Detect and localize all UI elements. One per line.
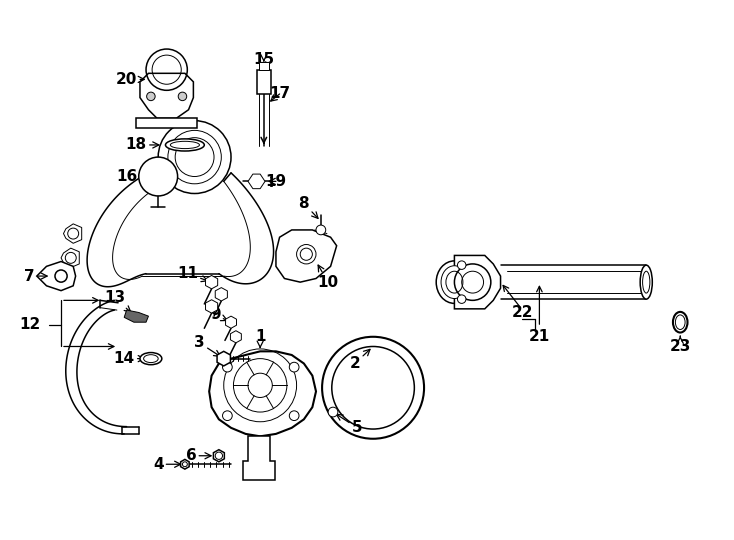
Polygon shape — [63, 224, 81, 244]
Polygon shape — [206, 275, 218, 289]
Circle shape — [139, 157, 178, 196]
Ellipse shape — [165, 139, 204, 151]
Text: 11: 11 — [177, 266, 208, 282]
Bar — [256, 70, 271, 94]
Circle shape — [454, 264, 491, 300]
Circle shape — [147, 92, 155, 100]
Text: 1: 1 — [255, 329, 266, 347]
Polygon shape — [181, 460, 189, 469]
Text: 23: 23 — [669, 336, 691, 354]
Circle shape — [322, 337, 424, 439]
Circle shape — [68, 228, 79, 239]
Text: 13: 13 — [104, 291, 131, 312]
Text: 20: 20 — [116, 72, 145, 87]
Polygon shape — [454, 255, 501, 309]
Polygon shape — [214, 450, 225, 462]
Text: 10: 10 — [318, 265, 338, 289]
Ellipse shape — [140, 353, 161, 364]
Polygon shape — [137, 118, 197, 128]
Text: 19: 19 — [266, 174, 286, 189]
Circle shape — [215, 452, 222, 460]
Circle shape — [289, 411, 299, 421]
Text: 7: 7 — [24, 268, 47, 284]
Polygon shape — [206, 300, 218, 313]
Circle shape — [55, 270, 67, 282]
Circle shape — [457, 295, 466, 303]
Text: 12: 12 — [19, 317, 40, 332]
Polygon shape — [140, 73, 193, 118]
Polygon shape — [276, 230, 337, 282]
Ellipse shape — [436, 261, 473, 303]
Ellipse shape — [640, 265, 653, 299]
Text: 5: 5 — [336, 414, 363, 435]
Polygon shape — [209, 352, 316, 436]
Circle shape — [183, 462, 187, 467]
Text: 18: 18 — [126, 138, 159, 152]
Text: 21: 21 — [528, 329, 550, 345]
Circle shape — [332, 347, 415, 429]
Text: 22: 22 — [512, 305, 533, 320]
Text: 8: 8 — [299, 195, 318, 218]
Ellipse shape — [675, 315, 685, 329]
Bar — [259, 63, 269, 70]
Polygon shape — [230, 330, 241, 343]
Circle shape — [297, 245, 316, 264]
Polygon shape — [243, 436, 275, 480]
Text: 9: 9 — [210, 307, 228, 322]
Polygon shape — [215, 288, 228, 301]
Polygon shape — [124, 310, 148, 322]
Polygon shape — [61, 248, 79, 268]
Circle shape — [178, 92, 186, 100]
Text: 3: 3 — [195, 335, 220, 356]
Circle shape — [328, 407, 338, 417]
Polygon shape — [225, 316, 236, 328]
Polygon shape — [248, 174, 265, 188]
Text: 14: 14 — [114, 351, 145, 366]
Text: 2: 2 — [349, 349, 370, 371]
Circle shape — [457, 261, 466, 269]
Ellipse shape — [673, 312, 688, 333]
Circle shape — [316, 225, 326, 235]
Text: 17: 17 — [269, 86, 290, 102]
Circle shape — [222, 411, 232, 421]
Text: 6: 6 — [186, 448, 211, 463]
Ellipse shape — [441, 266, 468, 299]
Text: 4: 4 — [153, 457, 181, 472]
Circle shape — [159, 120, 231, 193]
Polygon shape — [37, 261, 76, 291]
Text: 16: 16 — [116, 169, 150, 184]
Polygon shape — [217, 352, 230, 366]
Circle shape — [65, 252, 76, 264]
Circle shape — [222, 362, 232, 372]
Circle shape — [289, 362, 299, 372]
Text: 15: 15 — [253, 52, 275, 68]
